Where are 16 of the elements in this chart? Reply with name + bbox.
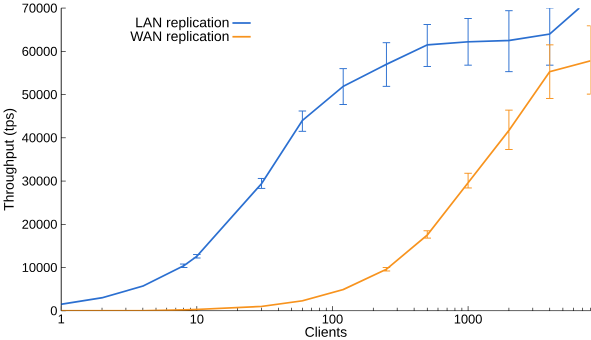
x-tick-label: 1 (58, 314, 64, 324)
x-tick-label: 10 (190, 314, 204, 324)
y-tick-label: 70000 (22, 3, 57, 12)
y-tick-label: 40000 (22, 133, 57, 142)
y-tick-label: 30000 (22, 176, 57, 186)
y-tick-label: 60000 (22, 46, 57, 56)
y-axis-title: Throughput (tps) (4, 108, 17, 210)
x-tick-label: 100 (322, 314, 343, 324)
y-tick-label: 50000 (22, 90, 57, 99)
y-tick-label: 20000 (22, 220, 57, 229)
y-tick-label: 0 (50, 306, 57, 316)
y-tick-label: 10000 (22, 262, 57, 272)
legend-label: LAN replication (136, 16, 228, 30)
x-tick-label: 1000 (454, 314, 482, 324)
legend-label: WAN replication (130, 30, 229, 44)
x-axis-title: Clients (305, 326, 347, 337)
